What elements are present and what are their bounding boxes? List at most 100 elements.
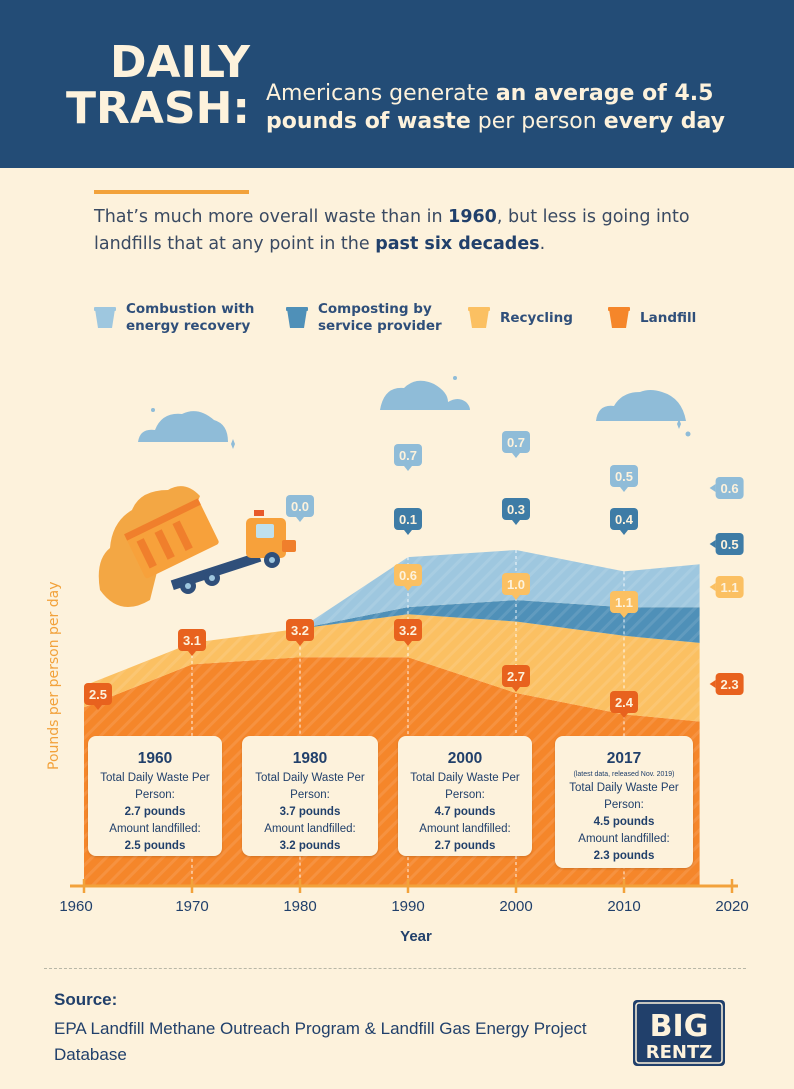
card-landfilled-label: Amount landfilled: [264, 823, 356, 835]
annotation-card-2017: 2017 (latest data, released Nov. 2019) T… [555, 736, 693, 868]
x-tick-label: 1980 [283, 898, 316, 915]
card-total-value: 2.7 pounds [124, 806, 186, 818]
legend-label-line: energy recovery [126, 318, 251, 334]
card-year: 2000 [447, 750, 483, 767]
data-label-box [394, 619, 422, 641]
data-label-text: 0.5 [721, 537, 739, 552]
data-label: 1.1 [610, 591, 638, 618]
source-text: EPA Landfill Methane Outreach Program & … [54, 1019, 587, 1064]
stacked-area-chart: 2.5 3.1 3.2 3.2 2.7 2.4 2.3 0.6 1.0 1.1 1.1 0.1 0.3 0… [59, 376, 749, 945]
legend-label-line: Composting by [318, 301, 432, 317]
x-tick-label: 1960 [59, 898, 92, 915]
data-label: 3.1 [178, 629, 206, 656]
annotation-card-1960: 1960 Total Daily Waste Per Person: 2.7 p… [88, 736, 222, 856]
intro-bold-1: 1960 [448, 207, 497, 227]
page-title: DAILY TRASH: [0, 40, 250, 132]
data-label-text: 0.7 [507, 435, 525, 450]
data-label-text: 1.1 [721, 580, 739, 595]
data-label: 3.2 [394, 619, 422, 646]
data-label-box [502, 665, 530, 687]
data-label-pointer [404, 641, 412, 646]
data-label-box [715, 673, 744, 695]
subtitle-text-1: Americans generate [266, 81, 496, 106]
data-label-text: 0.4 [615, 512, 634, 527]
x-tick-label: 1970 [175, 898, 208, 915]
data-label-text: 2.3 [721, 677, 739, 692]
data-label: 2.3 [709, 673, 744, 695]
x-tick-label: 2020 [715, 898, 748, 915]
card-landfilled-value: 2.5 pounds [124, 840, 186, 852]
data-label-text: 0.0 [291, 499, 309, 514]
legend-label-line: Combustion with [126, 301, 255, 317]
data-label: 0.3 [502, 498, 530, 525]
legend-landfill: Landfill [608, 298, 696, 338]
legend-label: Recycling [500, 310, 573, 327]
annotation-card-1980: 1980 Total Daily Waste Per Person: 3.7 p… [242, 736, 378, 856]
page-subtitle: Americans generate an average of 4.5 pou… [266, 80, 766, 136]
data-label-box [394, 508, 422, 530]
data-label-box [610, 591, 638, 613]
data-label-text: 0.6 [721, 481, 739, 496]
data-label: 0.0 [286, 495, 314, 522]
intro-text: That’s much more overall waste than in 1… [94, 204, 734, 258]
accent-rule [94, 190, 249, 194]
data-label-box [715, 533, 744, 555]
data-label-pointer [620, 530, 628, 535]
x-tick-label: 2010 [607, 898, 640, 915]
legend-composting: Composting by service provider [286, 298, 442, 338]
data-label-text: 3.2 [291, 623, 309, 638]
data-label-pointer [296, 517, 304, 522]
card-landfilled-value: 2.7 pounds [434, 840, 496, 852]
data-label-box [394, 564, 422, 586]
legend-label-line: service provider [318, 318, 442, 334]
data-label-text: 1.0 [507, 577, 525, 592]
cloud-icon [596, 390, 686, 421]
card-landfilled-label: Amount landfilled: [578, 833, 670, 845]
dump-truck-icon [124, 498, 296, 594]
card-landfilled-value: 3.2 pounds [279, 840, 341, 852]
card-total-value: 4.5 pounds [593, 816, 655, 828]
data-label-pointer [94, 705, 102, 710]
intro-part-1: That’s much more overall waste than in [94, 207, 449, 227]
composting-cup-icon [286, 307, 308, 328]
logo-text-big: BIG [650, 1009, 709, 1044]
legend-label-line: Landfill [640, 309, 697, 326]
card-total-value: 4.7 pounds [434, 806, 496, 818]
data-label: 2.4 [610, 691, 638, 718]
card-total-value: 3.7 pounds [279, 806, 341, 818]
data-label-pointer [620, 713, 628, 718]
data-label-pointer [404, 466, 412, 471]
legend-label-line: Recycling [500, 309, 573, 326]
bigrentz-logo: BIG RENTZ [633, 1000, 725, 1066]
card-year: 2017 [606, 750, 642, 767]
annotation-card-2000: 2000 Total Daily Waste Per Person: 4.7 p… [398, 736, 532, 856]
data-label-pointer [404, 586, 412, 591]
data-label-text: 2.7 [507, 669, 525, 684]
legend-label: Combustion with energy recovery [126, 301, 254, 335]
area-texture [84, 657, 700, 886]
card-note: (latest data, released Nov. 2019) [573, 771, 675, 778]
data-label-text: 0.5 [615, 469, 633, 484]
data-label-text: 0.7 [399, 448, 417, 463]
data-label-pointer [512, 520, 520, 525]
data-label-box [502, 573, 530, 595]
cloud-icon [138, 411, 228, 442]
data-label-pointer [709, 540, 716, 548]
title-line-2: TRASH: [65, 83, 250, 134]
data-label-box [286, 495, 314, 517]
data-label-text: 0.6 [399, 568, 417, 583]
data-label-pointer [709, 484, 716, 492]
data-label-box [610, 465, 638, 487]
card-total-label: Total Daily Waste Per Person: [569, 782, 679, 811]
data-label-pointer [512, 595, 520, 600]
data-label-pointer [188, 651, 196, 656]
subtitle-bold-2: every day [603, 109, 725, 134]
footer-divider [44, 968, 746, 969]
area-texture [84, 600, 700, 686]
card-landfilled-value: 2.3 pounds [593, 850, 655, 862]
data-label-box [84, 683, 112, 705]
data-label-text: 1.1 [615, 595, 633, 610]
data-label-text: 2.4 [615, 695, 634, 710]
legend-combustion: Combustion with energy recovery [94, 298, 254, 338]
data-label-text: 0.3 [507, 502, 525, 517]
